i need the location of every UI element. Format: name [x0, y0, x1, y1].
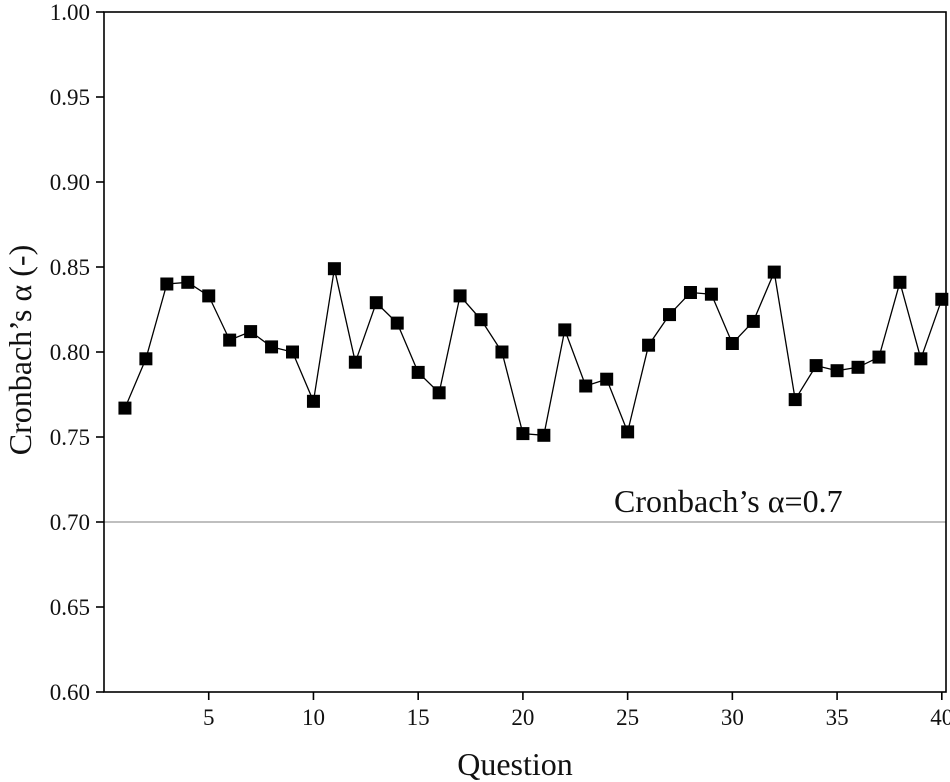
x-tick-label: 15 — [407, 705, 430, 730]
data-point — [704, 287, 718, 301]
x-tick-label: 25 — [616, 705, 639, 730]
data-point — [725, 337, 739, 350]
data-point — [516, 427, 530, 441]
data-point — [348, 355, 362, 369]
y-tick-label: 0.70 — [50, 510, 90, 535]
data-point — [600, 372, 614, 386]
data-point — [160, 277, 174, 291]
data-point — [118, 401, 132, 415]
data-point — [181, 275, 195, 289]
y-tick-label: 0.90 — [50, 170, 90, 195]
plot-frame — [103, 11, 947, 693]
data-point — [809, 359, 823, 373]
data-point — [830, 364, 844, 378]
data-point — [327, 262, 341, 276]
x-tick-label: 30 — [721, 705, 744, 730]
data-point — [306, 394, 320, 408]
x-tick-label: 5 — [203, 705, 215, 730]
data-point — [411, 365, 425, 379]
data-point — [495, 345, 509, 359]
data-point — [914, 352, 928, 366]
x-axis-title: Question — [457, 746, 573, 782]
data-point — [474, 313, 488, 327]
data-point — [642, 338, 656, 352]
data-point — [935, 292, 949, 306]
data-point — [537, 428, 551, 442]
y-tick-label: 0.65 — [50, 595, 90, 620]
data-point — [202, 289, 216, 303]
data-point — [286, 345, 300, 359]
data-point — [390, 316, 404, 330]
data-point — [558, 323, 572, 337]
data-point — [244, 325, 258, 339]
data-point — [851, 360, 865, 374]
data-point — [453, 289, 467, 303]
data-point — [767, 265, 781, 279]
x-tick-label: 35 — [826, 705, 849, 730]
y-tick-label: 0.80 — [50, 340, 90, 365]
y-axis-title: Cronbach’s α (-) — [2, 245, 38, 455]
data-point — [788, 393, 802, 407]
x-tick-label: 20 — [511, 705, 534, 730]
y-tick-label: 0.85 — [50, 255, 90, 280]
data-point — [579, 379, 593, 393]
data-point — [139, 352, 153, 366]
x-tick-label: 10 — [302, 705, 325, 730]
data-point — [432, 386, 446, 400]
series-line — [124, 268, 943, 436]
reference-line-label: Cronbach’s α=0.7 — [614, 483, 843, 519]
data-point — [621, 425, 635, 439]
y-tick-label: 0.95 — [50, 85, 90, 110]
x-tick-label: 40 — [930, 705, 950, 730]
data-point — [893, 275, 907, 289]
y-tick-label: 0.60 — [50, 680, 90, 705]
data-point — [683, 286, 697, 299]
y-tick-label: 0.75 — [50, 425, 90, 450]
data-point — [746, 314, 760, 328]
data-point — [663, 308, 677, 322]
y-tick-label: 1.00 — [50, 0, 90, 25]
data-point — [223, 333, 237, 347]
data-point — [265, 340, 279, 354]
data-point — [872, 350, 886, 364]
data-point — [369, 296, 383, 310]
